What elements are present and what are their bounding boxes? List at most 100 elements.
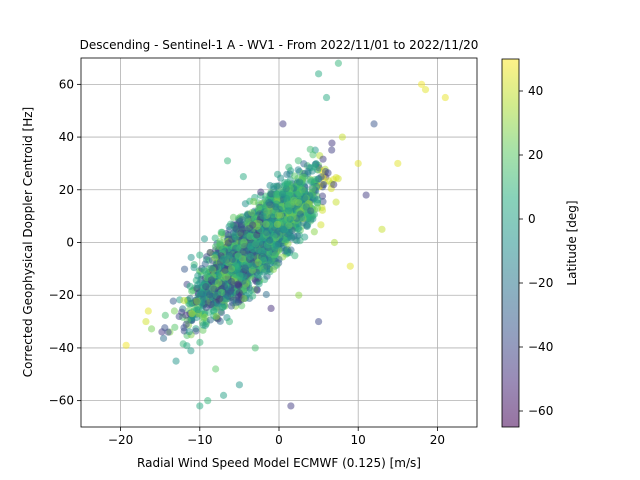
scatter-point	[273, 170, 282, 178]
scatter-point	[246, 252, 255, 261]
scatter-point	[187, 347, 195, 355]
scatter-point	[216, 295, 224, 303]
scatter-point	[320, 181, 328, 189]
scatter-point	[239, 241, 247, 249]
scatter-point	[332, 198, 340, 206]
scatter-point	[235, 381, 243, 389]
scatter-point	[185, 328, 193, 336]
scatter-point	[199, 321, 207, 329]
scatter-point	[225, 252, 233, 260]
scatter-point	[246, 242, 254, 250]
scatter-point	[187, 253, 195, 262]
scatter-point	[206, 291, 214, 299]
scatter-point	[346, 262, 354, 270]
y-tick-label: −60	[49, 394, 74, 408]
scatter-point	[249, 262, 257, 270]
scatter-point	[249, 221, 257, 229]
scatter-point	[324, 169, 332, 177]
x-tick-label: 20	[430, 433, 445, 447]
scatter-point	[212, 365, 220, 373]
scatter-point	[283, 195, 291, 203]
scatter-point	[295, 291, 303, 299]
x-tick-label: −20	[108, 433, 133, 447]
scatter-point	[201, 260, 209, 268]
scatter-point	[312, 160, 320, 168]
scatter-point	[223, 157, 232, 165]
scatter-point	[271, 251, 279, 259]
colorbar	[502, 59, 519, 427]
scatter-point	[313, 204, 322, 212]
scatter-point	[394, 159, 402, 168]
scatter-point	[259, 212, 267, 220]
scatter-point	[308, 185, 317, 193]
x-tick-label: 10	[351, 433, 366, 447]
scatter-point	[322, 93, 331, 102]
scatter-point	[182, 320, 190, 328]
scatter-point	[186, 282, 194, 290]
scatter-point	[180, 296, 188, 305]
scatter-point	[265, 199, 273, 207]
scatter-point	[253, 285, 261, 293]
scatter-point	[286, 215, 294, 223]
scatter-point	[144, 307, 152, 315]
scatter-point	[417, 80, 426, 88]
scatter-point	[330, 180, 338, 189]
scatter-point	[258, 253, 267, 262]
scatter-point	[257, 188, 265, 196]
scatter-point	[182, 311, 190, 319]
scatter-point	[285, 207, 293, 215]
y-tick-label: −20	[49, 288, 74, 302]
x-axis-ticks: −20 −10 0 10 20	[108, 427, 445, 447]
scatter-point	[260, 268, 268, 276]
scatter-point	[218, 245, 227, 253]
scatter-point	[255, 280, 263, 288]
scatter-point	[276, 211, 285, 219]
scatter-point	[253, 231, 261, 239]
scatter-point	[190, 263, 198, 272]
scatter-point	[294, 199, 303, 207]
chart-title: Descending - Sentinel-1 A - WV1 - From 2…	[80, 38, 479, 52]
scatter-point	[300, 160, 308, 168]
scatter-point	[219, 391, 228, 399]
scatter-point	[282, 246, 290, 255]
scatter-point	[186, 294, 194, 303]
scatter-point	[273, 241, 281, 250]
scatter-point	[370, 120, 378, 128]
colorbar-frame	[501, 58, 520, 428]
scatter-point	[309, 151, 317, 159]
scatter-point	[248, 209, 256, 217]
scatter-point	[214, 279, 223, 287]
scatter-point	[211, 254, 219, 262]
y-tick-label: 60	[59, 77, 74, 91]
scatter-point	[207, 264, 215, 272]
scatter-point	[147, 325, 156, 333]
scatter-point	[300, 194, 309, 202]
scatter-point	[193, 297, 201, 305]
scatter-point	[362, 191, 370, 199]
y-tick-label: −40	[49, 341, 74, 355]
scatter-point	[240, 294, 248, 303]
scatter-point	[245, 232, 253, 240]
scatter-point	[251, 344, 259, 352]
scatter-point	[262, 220, 270, 228]
scatter-point	[421, 86, 430, 94]
y-tick-label: 20	[59, 183, 74, 197]
scatter-point	[241, 264, 249, 272]
scatter-point	[280, 225, 288, 234]
scatter-point	[307, 207, 315, 215]
scatter-point	[170, 307, 179, 315]
scatter-point	[273, 261, 281, 269]
scatter-point	[202, 283, 210, 291]
scatter-point	[304, 168, 312, 176]
scatter-point	[207, 276, 215, 284]
scatter-point	[229, 229, 238, 237]
scatter-point	[338, 133, 346, 141]
scatter-point	[295, 178, 304, 186]
scatter-point	[194, 281, 202, 289]
scatter-point	[300, 173, 308, 181]
scatter-point	[227, 265, 236, 273]
scatter-point	[201, 313, 209, 321]
scatter-point	[262, 290, 270, 299]
scatter-point	[296, 210, 304, 218]
